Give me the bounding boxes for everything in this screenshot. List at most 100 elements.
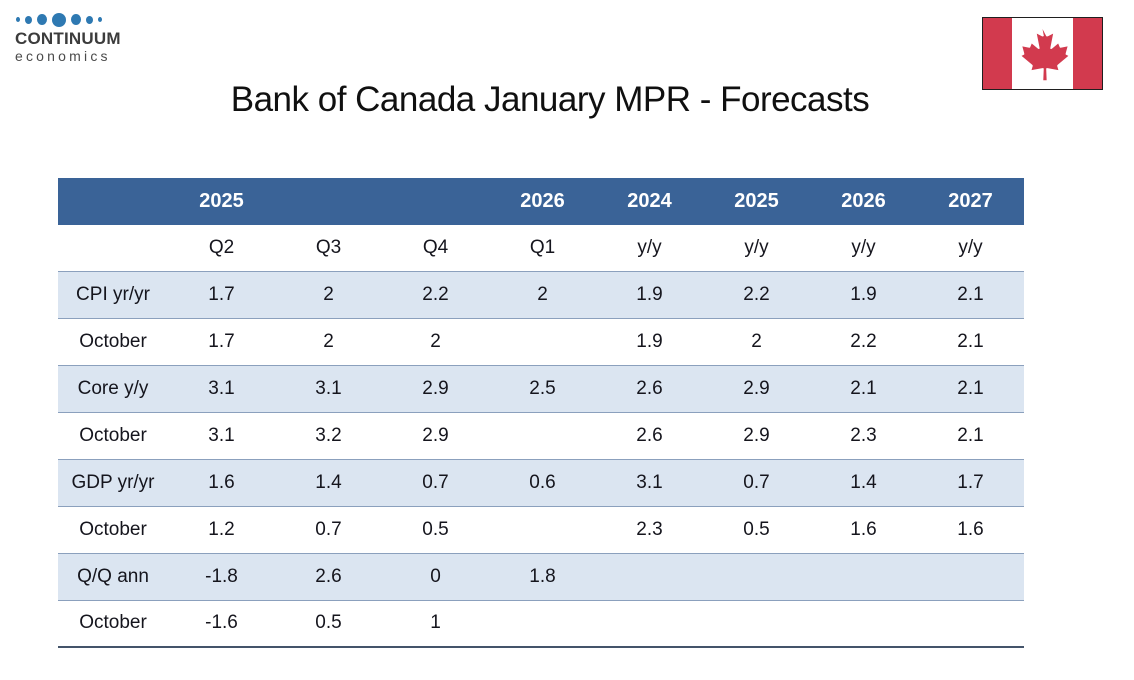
empty-header-cell bbox=[382, 178, 489, 225]
row-label: October bbox=[79, 518, 147, 540]
table-row: October -1.6 0.5 1 bbox=[58, 600, 1024, 647]
value-cell: 1.7 bbox=[957, 471, 984, 493]
value-cell: 1.9 bbox=[636, 330, 663, 352]
value-cell: 2.9 bbox=[422, 377, 449, 399]
value-cell bbox=[596, 553, 703, 600]
empty-header-cell bbox=[275, 178, 382, 225]
value-cell bbox=[810, 553, 917, 600]
value-cell: 1.6 bbox=[208, 471, 235, 493]
row-label: Q/Q ann bbox=[77, 565, 149, 587]
value-cell: 1.2 bbox=[208, 518, 235, 540]
value-cell: 2.6 bbox=[636, 377, 663, 399]
value-cell: 2.1 bbox=[957, 283, 984, 305]
table-row: Q/Q ann -1.8 2.6 0 1.8 bbox=[58, 553, 1024, 600]
table-row: GDP yr/yr 1.6 1.4 0.7 0.6 3.1 0.7 1.4 1.7 bbox=[58, 459, 1024, 506]
year-header-row: 2025 2026 2024 2025 2026 2027 bbox=[58, 178, 1024, 225]
value-cell: 1.4 bbox=[315, 471, 342, 493]
value-cell: 2.9 bbox=[743, 377, 770, 399]
value-cell: 0.7 bbox=[743, 471, 770, 493]
value-cell: 1.9 bbox=[850, 283, 877, 305]
forecast-table-body: CPI yr/yr 1.7 2 2.2 2 1.9 2.2 1.9 2.1 October 1.7 2… bbox=[58, 271, 1024, 647]
value-cell: 1 bbox=[430, 612, 441, 634]
value-cell: 2.5 bbox=[529, 377, 556, 399]
value-cell: 2.3 bbox=[636, 518, 663, 540]
page-title: Bank of Canada January MPR - Forecasts bbox=[230, 80, 870, 119]
period-header-row: Q2 Q3 Q4 Q1 y/y y/y y/y y/y bbox=[58, 225, 1024, 271]
value-cell bbox=[917, 553, 1024, 600]
logo-dots-icon bbox=[16, 12, 121, 27]
continuum-economics-logo: CONTINUUM economics bbox=[15, 12, 121, 64]
value-cell: 2 bbox=[537, 283, 548, 305]
value-cell bbox=[596, 600, 703, 647]
value-cell: 2.2 bbox=[422, 283, 449, 305]
value-cell bbox=[703, 600, 810, 647]
value-cell: 2 bbox=[323, 330, 334, 352]
value-cell: 0 bbox=[430, 565, 441, 587]
table-row: CPI yr/yr 1.7 2 2.2 2 1.9 2.2 1.9 2.1 bbox=[58, 271, 1024, 318]
value-cell bbox=[489, 412, 596, 459]
value-cell: 1.6 bbox=[957, 518, 984, 540]
row-label: CPI yr/yr bbox=[76, 283, 150, 305]
value-cell: 3.2 bbox=[315, 424, 342, 446]
value-cell: 0.6 bbox=[529, 471, 556, 493]
value-cell: 0.5 bbox=[743, 518, 770, 540]
logo-name: CONTINUUM bbox=[15, 29, 121, 48]
value-cell: 1.4 bbox=[850, 471, 877, 493]
value-cell: 3.1 bbox=[315, 377, 342, 399]
period-header-cell: y/y bbox=[744, 236, 769, 258]
value-cell: 2.1 bbox=[850, 377, 877, 399]
value-cell: 2.9 bbox=[422, 424, 449, 446]
table-row: October 1.7 2 2 1.9 2 2.2 2.1 bbox=[58, 318, 1024, 365]
value-cell: 2.6 bbox=[636, 424, 663, 446]
year-header-cell: 2025 bbox=[734, 190, 779, 212]
row-label: October bbox=[79, 424, 147, 446]
value-cell: -1.6 bbox=[205, 612, 238, 634]
value-cell: 0.7 bbox=[422, 471, 449, 493]
canada-flag-icon bbox=[982, 17, 1103, 95]
period-header-cell: y/y bbox=[851, 236, 876, 258]
row-label: October bbox=[79, 612, 147, 634]
period-header-cell: Q3 bbox=[315, 236, 342, 258]
table-row: Core y/y 3.1 3.1 2.9 2.5 2.6 2.9 2.1 2.1 bbox=[58, 365, 1024, 412]
value-cell: 1.7 bbox=[208, 330, 235, 352]
value-cell: 0.7 bbox=[315, 518, 342, 540]
period-header-cell: Q2 bbox=[208, 236, 235, 258]
value-cell: 2.1 bbox=[957, 424, 984, 446]
value-cell bbox=[489, 318, 596, 365]
period-header-cell: y/y bbox=[958, 236, 983, 258]
value-cell bbox=[917, 600, 1024, 647]
empty-header-cell bbox=[58, 225, 168, 271]
year-header-cell: 2025 bbox=[199, 190, 244, 212]
row-label: October bbox=[79, 330, 147, 352]
period-header-cell: Q4 bbox=[422, 236, 449, 258]
row-label: GDP yr/yr bbox=[71, 471, 155, 493]
value-cell bbox=[489, 600, 596, 647]
period-header-cell: y/y bbox=[637, 236, 662, 258]
forecast-table-container: 2025 2026 2024 2025 2026 2027 Q2 Q3 Q4 Q1 y/y y/y y… bbox=[58, 178, 1024, 648]
value-cell: 3.1 bbox=[208, 377, 235, 399]
forecast-table: 2025 2026 2024 2025 2026 2027 Q2 Q3 Q4 Q1 y/y y/y y… bbox=[58, 178, 1024, 648]
value-cell: 2.1 bbox=[957, 330, 984, 352]
value-cell bbox=[703, 553, 810, 600]
value-cell: -1.8 bbox=[205, 565, 238, 587]
year-header-cell: 2027 bbox=[948, 190, 993, 212]
logo-subtitle: economics bbox=[15, 48, 111, 64]
value-cell: 2.9 bbox=[743, 424, 770, 446]
year-header-cell: 2026 bbox=[841, 190, 886, 212]
value-cell: 2.1 bbox=[957, 377, 984, 399]
value-cell: 1.6 bbox=[850, 518, 877, 540]
value-cell: 2 bbox=[751, 330, 762, 352]
value-cell: 3.1 bbox=[208, 424, 235, 446]
value-cell: 2.2 bbox=[850, 330, 877, 352]
value-cell bbox=[810, 600, 917, 647]
empty-header-cell bbox=[58, 178, 168, 225]
value-cell bbox=[489, 506, 596, 553]
period-header-cell: Q1 bbox=[529, 236, 556, 258]
value-cell: 2.2 bbox=[743, 283, 770, 305]
value-cell: 1.9 bbox=[636, 283, 663, 305]
row-label: Core y/y bbox=[77, 377, 149, 399]
value-cell: 2.6 bbox=[315, 565, 342, 587]
value-cell: 1.7 bbox=[208, 283, 235, 305]
value-cell: 1.8 bbox=[529, 565, 556, 587]
value-cell: 0.5 bbox=[315, 612, 342, 634]
